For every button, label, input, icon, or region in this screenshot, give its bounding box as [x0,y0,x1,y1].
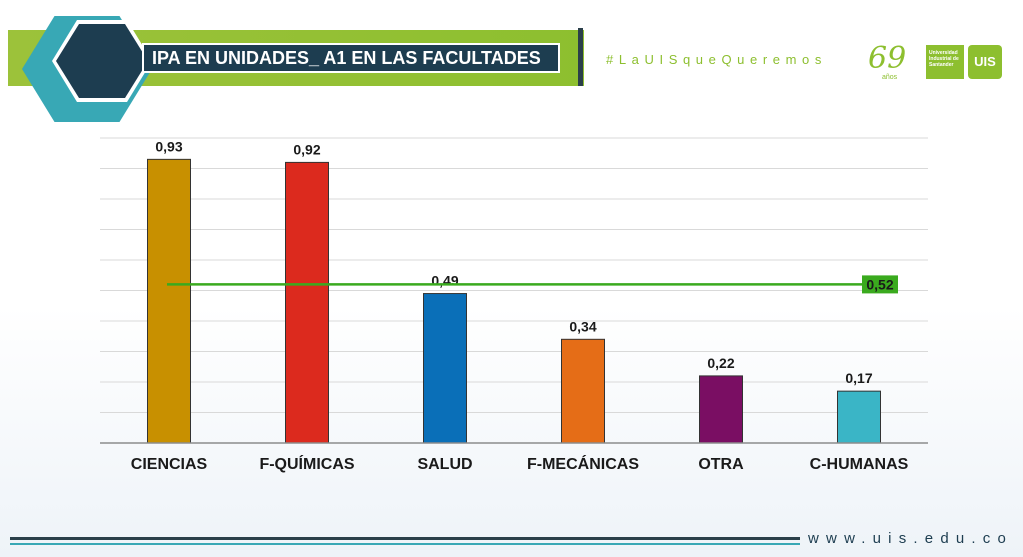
data-label: 0,49 [431,273,458,289]
anniversary-logo-sub: años [882,74,898,81]
bar [423,293,467,444]
data-label: 0,34 [569,318,596,334]
data-label: 0,22 [707,355,734,371]
university-logo: Universidad Industrial de Santander [926,45,964,79]
uis-shield-icon: UIS [968,45,1002,79]
title-band-divider [578,28,583,86]
category-label: F-MECÁNICAS [527,454,639,473]
hashtag-text: #LaUISqueQueremos [606,52,827,67]
category-label: F-QUÍMICAS [259,454,354,473]
data-label: 0,17 [845,370,872,386]
footer-line [10,537,800,540]
category-label: C-HUMANAS [810,456,909,473]
bar [147,158,191,444]
page-title: IPA EN UNIDADES_ A1 EN LAS FACULTADES [142,43,560,73]
bar [285,161,329,444]
data-label: 0,92 [293,141,320,157]
data-label: 0,93 [155,138,182,154]
bar [837,390,881,444]
reference-line-label: 0,52 [866,276,893,292]
footer-url: www.uis.edu.co [808,530,1014,547]
category-label: OTRA [698,456,744,473]
reference-line-label-box [862,275,898,294]
category-label: CIENCIAS [131,456,208,473]
bar [561,338,605,444]
footer-line-accent [10,543,800,545]
bar [699,375,743,444]
anniversary-logo: 69 [868,41,907,76]
category-label: SALUD [417,456,472,473]
